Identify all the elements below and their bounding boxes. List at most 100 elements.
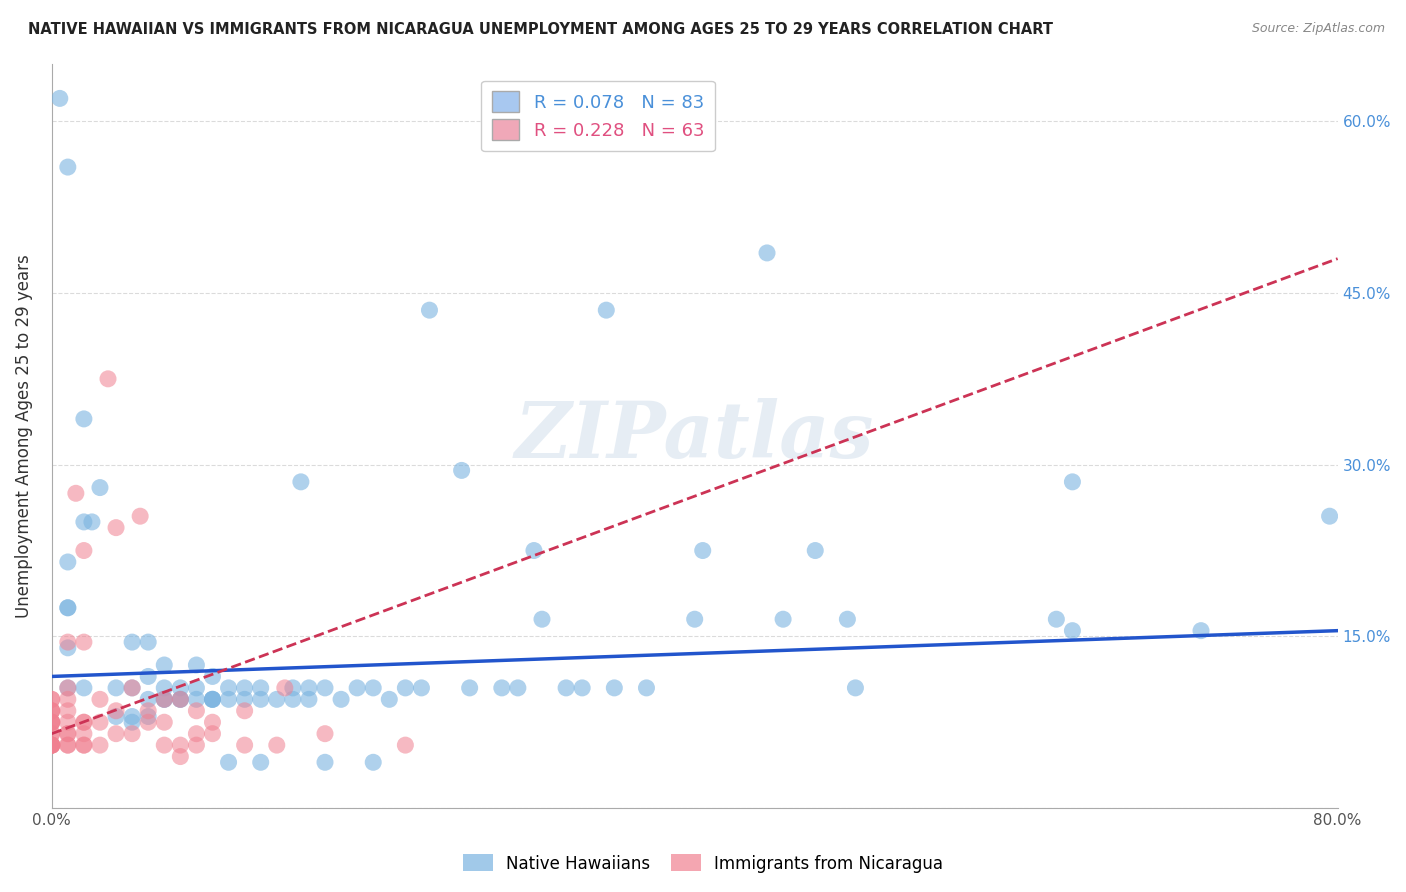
- Point: [506, 681, 529, 695]
- Point: [73, 715, 96, 730]
- Point: [41, 715, 63, 730]
- Point: [56, 555, 79, 569]
- Point: [73, 543, 96, 558]
- Point: [56, 600, 79, 615]
- Point: [411, 681, 433, 695]
- Point: [41, 704, 63, 718]
- Text: ZIPatlas: ZIPatlas: [515, 398, 875, 475]
- Point: [56, 738, 79, 752]
- Point: [418, 303, 440, 318]
- Point: [1062, 475, 1084, 489]
- Point: [603, 681, 626, 695]
- Point: [153, 715, 176, 730]
- Point: [56, 160, 79, 174]
- Point: [249, 681, 271, 695]
- Point: [1045, 612, 1067, 626]
- Point: [41, 738, 63, 752]
- Point: [89, 715, 111, 730]
- Point: [298, 692, 321, 706]
- Point: [186, 658, 208, 673]
- Point: [41, 738, 63, 752]
- Point: [41, 715, 63, 730]
- Point: [41, 692, 63, 706]
- Point: [281, 681, 304, 695]
- Point: [105, 727, 128, 741]
- Point: [837, 612, 859, 626]
- Point: [361, 681, 384, 695]
- Point: [136, 709, 159, 723]
- Point: [361, 756, 384, 770]
- Point: [105, 709, 128, 723]
- Point: [266, 692, 288, 706]
- Point: [186, 738, 208, 752]
- Point: [571, 681, 593, 695]
- Point: [169, 738, 191, 752]
- Point: [169, 749, 191, 764]
- Point: [218, 681, 240, 695]
- Point: [56, 692, 79, 706]
- Point: [186, 727, 208, 741]
- Point: [201, 692, 224, 706]
- Point: [56, 727, 79, 741]
- Point: [186, 692, 208, 706]
- Point: [1319, 509, 1341, 524]
- Point: [121, 635, 143, 649]
- Point: [105, 521, 128, 535]
- Point: [756, 246, 779, 260]
- Point: [201, 669, 224, 683]
- Point: [65, 486, 87, 500]
- Point: [136, 635, 159, 649]
- Point: [201, 692, 224, 706]
- Point: [136, 669, 159, 683]
- Point: [73, 635, 96, 649]
- Point: [201, 715, 224, 730]
- Point: [80, 515, 103, 529]
- Point: [233, 692, 256, 706]
- Point: [49, 91, 72, 105]
- Point: [330, 692, 353, 706]
- Point: [249, 756, 271, 770]
- Point: [233, 738, 256, 752]
- Point: [56, 704, 79, 718]
- Point: [73, 715, 96, 730]
- Point: [56, 600, 79, 615]
- Point: [121, 727, 143, 741]
- Point: [169, 692, 191, 706]
- Point: [73, 681, 96, 695]
- Y-axis label: Unemployment Among Ages 25 to 29 years: Unemployment Among Ages 25 to 29 years: [15, 254, 32, 618]
- Point: [595, 303, 617, 318]
- Point: [298, 681, 321, 695]
- Point: [41, 692, 63, 706]
- Point: [249, 692, 271, 706]
- Point: [530, 612, 553, 626]
- Point: [201, 727, 224, 741]
- Point: [41, 727, 63, 741]
- Point: [636, 681, 658, 695]
- Point: [450, 463, 472, 477]
- Text: NATIVE HAWAIIAN VS IMMIGRANTS FROM NICARAGUA UNEMPLOYMENT AMONG AGES 25 TO 29 YE: NATIVE HAWAIIAN VS IMMIGRANTS FROM NICAR…: [28, 22, 1053, 37]
- Point: [56, 635, 79, 649]
- Point: [491, 681, 513, 695]
- Point: [153, 658, 176, 673]
- Point: [41, 715, 63, 730]
- Point: [41, 738, 63, 752]
- Point: [266, 738, 288, 752]
- Point: [169, 692, 191, 706]
- Point: [281, 692, 304, 706]
- Point: [233, 681, 256, 695]
- Point: [56, 727, 79, 741]
- Point: [56, 715, 79, 730]
- Point: [56, 738, 79, 752]
- Point: [692, 543, 714, 558]
- Point: [186, 681, 208, 695]
- Legend: R = 0.078   N = 83, R = 0.228   N = 63: R = 0.078 N = 83, R = 0.228 N = 63: [481, 80, 716, 151]
- Point: [105, 704, 128, 718]
- Point: [218, 756, 240, 770]
- Point: [274, 681, 297, 695]
- Point: [218, 692, 240, 706]
- Point: [844, 681, 866, 695]
- Point: [153, 738, 176, 752]
- Point: [153, 692, 176, 706]
- Point: [458, 681, 481, 695]
- Point: [233, 704, 256, 718]
